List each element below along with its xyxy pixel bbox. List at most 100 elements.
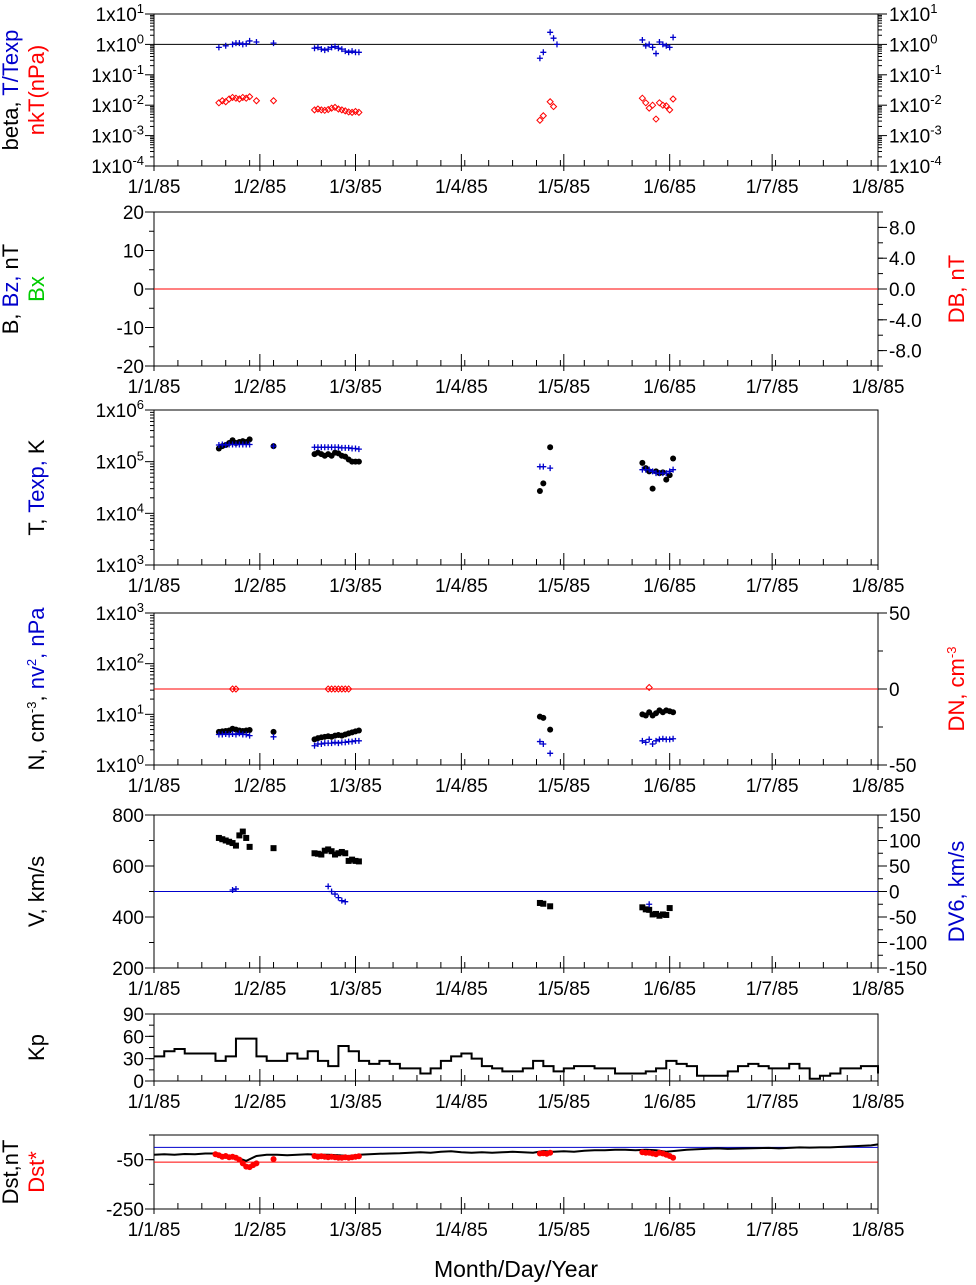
data-point	[536, 488, 543, 495]
data-point	[540, 900, 547, 907]
x-tick-label: 1/6/85	[643, 776, 696, 797]
data-point	[646, 466, 653, 473]
x-tick-label: 1/7/85	[746, 1220, 799, 1241]
data-point	[269, 97, 278, 105]
series-line	[153, 1143, 879, 1162]
data-point	[539, 112, 548, 120]
plot-frame	[153, 1134, 879, 1210]
x-tick-label: 1/4/85	[435, 377, 488, 398]
data-point	[342, 48, 349, 55]
series-1	[215, 93, 677, 124]
right-tick-label: 4.0	[889, 249, 915, 270]
data-point	[639, 459, 646, 466]
x-tick-label: 1/7/85	[746, 377, 799, 398]
data-point	[653, 50, 660, 57]
right-tick-label: -100	[889, 934, 927, 955]
y-tick-label: 20	[123, 203, 144, 224]
x-tick-label: 1/6/85	[643, 377, 696, 398]
right-tick-label: 1x10-3	[889, 123, 942, 148]
data-point	[246, 843, 253, 850]
x-tick-label: 1/5/85	[537, 776, 590, 797]
data-point	[536, 116, 544, 124]
data-point	[639, 36, 646, 43]
data-point	[646, 906, 653, 913]
data-point	[653, 910, 660, 917]
data-point	[546, 98, 554, 106]
data-point	[638, 94, 647, 102]
x-tick-label: 1/5/85	[537, 576, 590, 597]
data-point	[325, 883, 332, 890]
data-point	[355, 458, 362, 465]
y-tick-label: 800	[112, 806, 144, 827]
data-point	[666, 44, 673, 51]
y-tick-label: 400	[112, 908, 144, 929]
data-point	[547, 444, 554, 451]
data-point	[246, 727, 253, 734]
data-point	[666, 736, 673, 743]
y-tick-label: 0	[133, 1072, 144, 1093]
x-tick-label: 1/3/85	[329, 177, 382, 198]
x-tick-label: 1/3/85	[329, 377, 382, 398]
data-point	[236, 40, 243, 47]
x-tick-label: 1/7/85	[746, 576, 799, 597]
left-axis-label: B, Bz, nT	[0, 244, 23, 335]
x-tick-label: 1/2/85	[233, 1220, 286, 1241]
data-point	[642, 906, 649, 913]
data-point	[252, 97, 261, 105]
series-0	[215, 707, 677, 743]
y-tick-label: 1x101	[96, 701, 144, 726]
right-tick-label: -8.0	[889, 342, 922, 363]
data-point	[222, 42, 229, 49]
x-tick-label: 1/8/85	[852, 979, 905, 1000]
data-point	[666, 468, 673, 475]
x-tick-label: 1/5/85	[537, 177, 590, 198]
data-point	[327, 104, 336, 112]
data-point	[656, 912, 663, 919]
x-tick-label: 1/5/85	[537, 1220, 590, 1241]
data-point	[226, 838, 233, 845]
data-point	[332, 43, 338, 50]
data-point	[253, 38, 260, 45]
right-axis-label: DN, cm-3	[944, 647, 969, 732]
data-point	[663, 911, 670, 918]
data-point	[670, 709, 677, 716]
data-point	[670, 735, 677, 742]
y-tick-label: 600	[112, 857, 144, 878]
x-tick-label: 1/2/85	[233, 576, 286, 597]
series-0	[215, 29, 677, 62]
y-tick-label: 90	[123, 1005, 144, 1026]
data-point	[335, 850, 342, 857]
data-point	[670, 34, 677, 41]
left-axis-label: Dst,nT	[0, 1140, 23, 1205]
left-axis-label: beta, T/Texp	[0, 30, 23, 151]
y-tick-label: 30	[123, 1050, 144, 1071]
data-point	[645, 104, 653, 112]
x-tick-label: 1/7/85	[746, 177, 799, 198]
data-point	[232, 731, 239, 738]
x-tick-label: 1/5/85	[537, 377, 590, 398]
series-line	[154, 1037, 879, 1080]
data-point	[659, 41, 666, 48]
x-tick-label: 1/8/85	[852, 177, 905, 198]
x-tick-label: 1/8/85	[852, 377, 905, 398]
data-point	[540, 49, 547, 56]
y-tick-label: 1x103	[96, 552, 144, 577]
left-axis-label: Kp	[24, 1034, 49, 1061]
left-axis-label: N, cm-3, nv2, nPa	[24, 607, 49, 771]
x-tick-label: 1/4/85	[435, 776, 488, 797]
data-point	[246, 441, 253, 448]
data-point	[349, 856, 356, 863]
x-tick-label: 1/4/85	[435, 1220, 488, 1241]
series-0	[215, 436, 677, 495]
data-point	[243, 731, 250, 738]
data-point	[355, 727, 362, 734]
y-tick-label: 1x103	[96, 600, 144, 625]
series-1	[215, 730, 677, 757]
right-tick-label: -150	[889, 959, 927, 980]
x-tick-label: 1/8/85	[852, 1220, 905, 1241]
data-point	[219, 836, 226, 843]
data-point	[670, 455, 677, 462]
data-point	[331, 103, 339, 112]
plot-frame	[153, 13, 879, 167]
data-point	[215, 834, 222, 841]
